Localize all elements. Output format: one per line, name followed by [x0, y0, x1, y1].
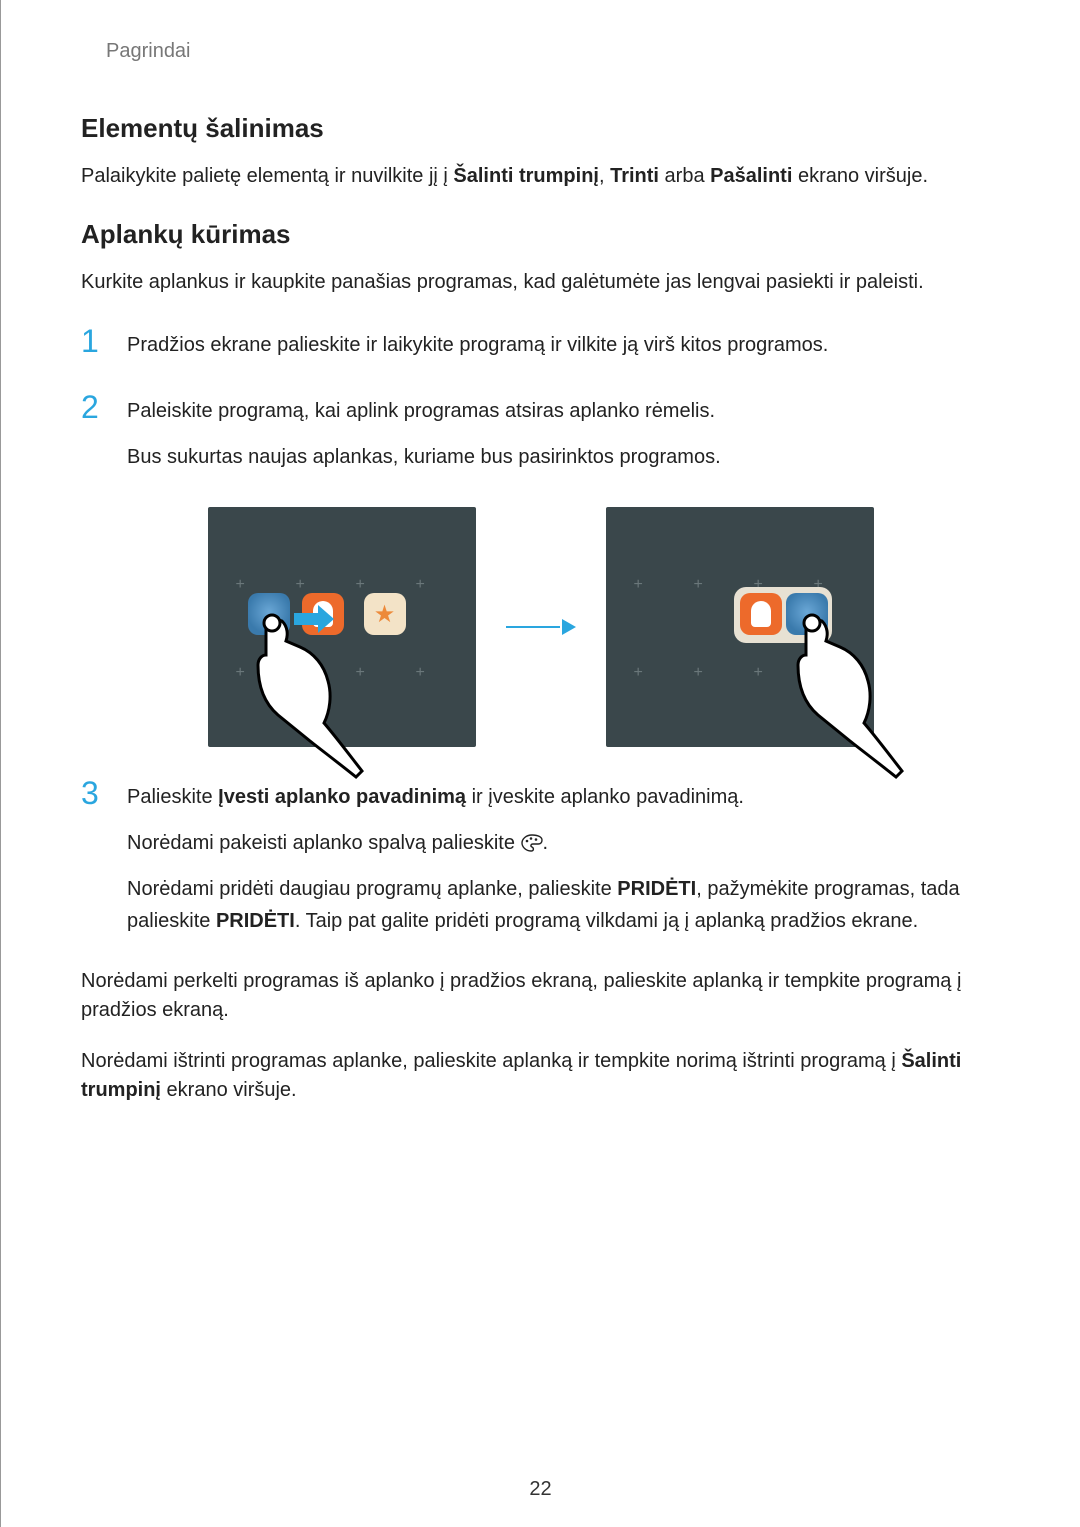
step-body: Palieskite Įvesti aplanko pavadinimą ir … [127, 777, 1000, 951]
text: . [543, 832, 549, 854]
para-move-out: Norėdami perkelti programas iš aplanko į… [81, 967, 1000, 1025]
bold-text: Pašalinti [710, 165, 792, 187]
plus-icon: + [236, 665, 245, 681]
text: . Taip pat galite pridėti programą vilkd… [295, 910, 918, 932]
step-body: Pradžios ekrane palieskite ir laikykite … [127, 325, 828, 375]
text: Palieskite [127, 786, 218, 808]
list-item: 3 Palieskite Įvesti aplanko pavadinimą i… [81, 777, 1000, 951]
text: Palaikykite palietę elementą ir nuvilkit… [81, 165, 453, 187]
figure-folder-creation: + + + + + + + [81, 507, 1000, 747]
page-content: Elementų šalinimas Palaikykite palietę e… [51, 113, 1030, 1105]
text: ekrano viršuje. [792, 165, 928, 187]
bold-text: Šalinti trumpinį [453, 165, 599, 187]
plus-icon: + [296, 577, 305, 593]
heading-create-folders: Aplankų kūrimas [81, 219, 1000, 250]
plus-icon: + [236, 577, 245, 593]
plus-icon: + [694, 577, 703, 593]
plus-icon: + [754, 665, 763, 681]
plus-icon: + [694, 665, 703, 681]
text: arba [659, 165, 710, 187]
breadcrumb: Pagrindai [106, 40, 1030, 63]
hand-pointer-icon [792, 611, 902, 761]
text: Norėdami pakeisti aplanko spalvą paliesk… [127, 827, 1000, 859]
step-body: Paleiskite programą, kai aplink programa… [127, 391, 721, 487]
text: Norėdami pakeisti aplanko spalvą paliesk… [127, 832, 521, 854]
heading-remove-items: Elementų šalinimas [81, 113, 1000, 144]
text: ekrano viršuje. [161, 1079, 297, 1101]
para-remove-items: Palaikykite palietę elementą ir nuvilkit… [81, 162, 1000, 191]
plus-icon: + [356, 577, 365, 593]
app-icon [740, 593, 782, 635]
step-number: 2 [81, 391, 127, 423]
document-page: Pagrindai Elementų šalinimas Palaikykite… [0, 0, 1080, 1527]
text: Pradžios ekrane palieskite ir laikykite … [127, 329, 828, 361]
step-number: 3 [81, 777, 127, 809]
list-item: 1 Pradžios ekrane palieskite ir laikykit… [81, 325, 1000, 375]
bold-text: PRIDĖTI [216, 910, 295, 932]
plus-icon: + [634, 665, 643, 681]
after-list: Norėdami perkelti programas iš aplanko į… [81, 967, 1000, 1105]
plus-icon: + [416, 665, 425, 681]
text: Bus sukurtas naujas aplankas, kuriame bu… [127, 441, 721, 473]
transition-arrow-icon [506, 617, 576, 637]
bold-text: PRIDĖTI [617, 878, 696, 900]
text: ir įveskite aplanko pavadinimą. [466, 786, 744, 808]
para-delete-from-folder: Norėdami ištrinti programas aplanke, pal… [81, 1047, 1000, 1105]
step-number: 1 [81, 325, 127, 357]
page-number: 22 [1, 1478, 1080, 1501]
numbered-list: 3 Palieskite Įvesti aplanko pavadinimą i… [81, 777, 1000, 951]
bold-text: Įvesti aplanko pavadinimą [218, 786, 466, 808]
palette-icon [521, 830, 543, 848]
plus-icon: + [416, 577, 425, 593]
hand-pointer-icon [252, 611, 362, 761]
plus-icon: + [634, 577, 643, 593]
text: Paleiskite programą, kai aplink programa… [127, 395, 721, 427]
text: Norėdami pridėti daugiau programų aplank… [127, 878, 617, 900]
text: Norėdami ištrinti programas aplanke, pal… [81, 1050, 901, 1072]
app-icon [364, 593, 406, 635]
text: , [599, 165, 610, 187]
text: Norėdami pridėti daugiau programų aplank… [127, 873, 1000, 937]
numbered-list: 1 Pradžios ekrane palieskite ir laikykit… [81, 325, 1000, 487]
text: Palieskite Įvesti aplanko pavadinimą ir … [127, 781, 1000, 813]
list-item: 2 Paleiskite programą, kai aplink progra… [81, 391, 1000, 487]
bold-text: Trinti [610, 165, 659, 187]
para-create-folders-intro: Kurkite aplankus ir kaupkite panašias pr… [81, 268, 1000, 297]
